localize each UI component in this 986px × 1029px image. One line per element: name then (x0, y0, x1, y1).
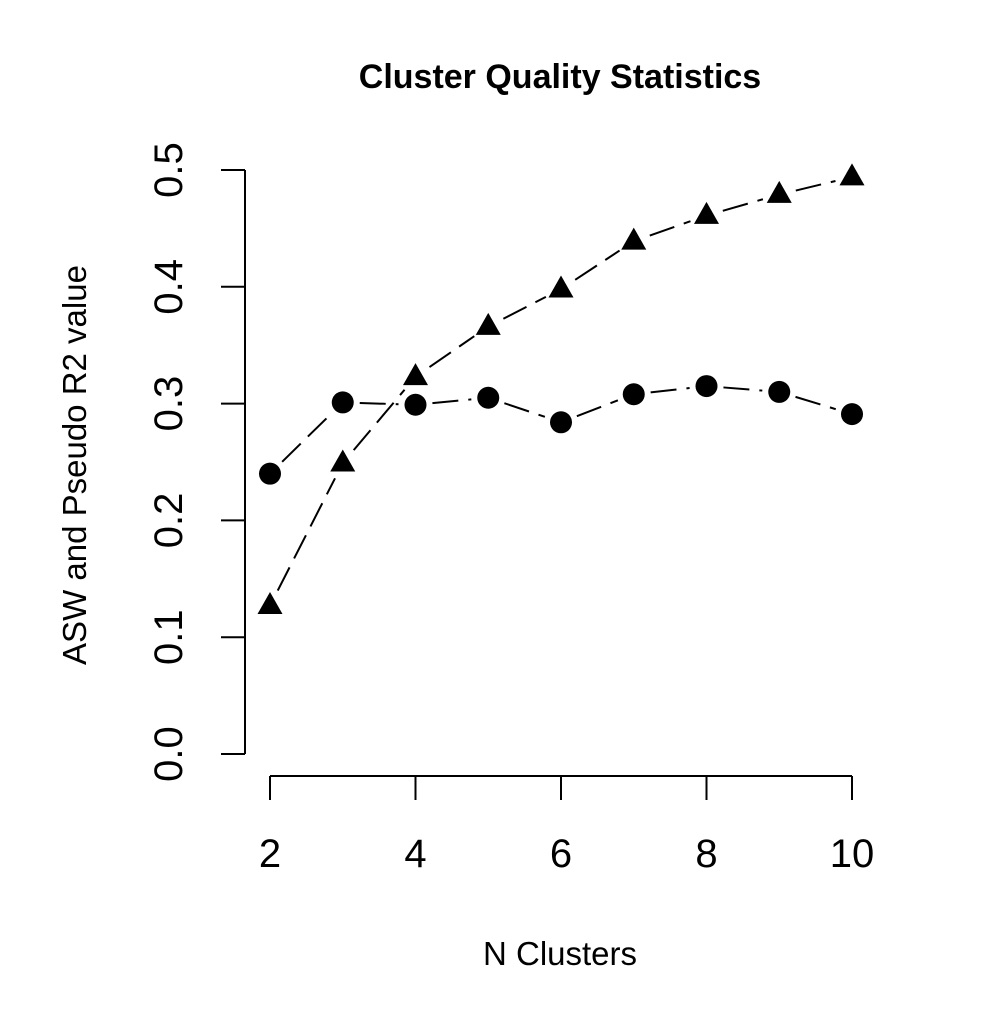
series-2-point (621, 227, 647, 250)
y-axis-title: ASW and Pseudo R2 value (56, 265, 93, 665)
series-markers (257, 163, 865, 615)
series-1-segment (359, 401, 399, 406)
series-1-segment (504, 402, 546, 418)
series-1-segment (432, 398, 472, 405)
x-tick-label: 4 (404, 832, 426, 876)
series-1-point (550, 411, 572, 434)
series-1-point (259, 462, 281, 485)
series-2-segment (722, 198, 764, 212)
x-tick-label: 6 (550, 832, 572, 876)
y-tick-label: 0.2 (147, 493, 191, 549)
y-tick-label: 0.5 (147, 142, 191, 198)
series-2-segment (428, 335, 475, 368)
series-1-point (404, 393, 427, 416)
series-1-point (695, 375, 718, 398)
series-2-segment (276, 477, 336, 591)
y-tick-label: 0.0 (147, 726, 191, 782)
x-tick-label: 2 (259, 832, 281, 876)
series-1-point (331, 391, 354, 414)
series-2-point (694, 201, 719, 224)
series-1-point (477, 386, 500, 409)
series-2-point (475, 312, 501, 335)
series-1-segment (650, 386, 690, 394)
series-2-point (548, 275, 574, 298)
series-2-point (330, 449, 356, 472)
series-2-segment (352, 389, 406, 451)
axes: 0.0 0.1 0.2 0.3 0.4 0.5 2 4 6 8 10 (147, 142, 874, 876)
y-tick-label: 0.4 (147, 259, 191, 315)
x-tick-label: 10 (830, 832, 875, 876)
series-1-point (841, 403, 863, 426)
series-2-segment (574, 249, 621, 281)
series-2-point (403, 363, 428, 386)
series-1-segment (795, 395, 837, 411)
series-2-point (257, 592, 283, 615)
series-2-segment (795, 180, 836, 192)
series-2-segment (502, 296, 547, 320)
series-2-segment (649, 220, 691, 237)
series-lines (276, 180, 837, 591)
series-1-segment (723, 386, 763, 392)
series-1-segment (576, 399, 619, 418)
x-axis-title: N Clusters (483, 935, 637, 972)
series-1-segment (281, 413, 332, 463)
series-1-point (622, 383, 645, 406)
y-tick-label: 0.3 (147, 376, 191, 432)
series-2-point (766, 180, 792, 203)
x-tick-label: 8 (695, 832, 717, 876)
series-1-point (768, 380, 791, 403)
series-2-point (839, 163, 865, 186)
y-tick-label: 0.1 (147, 609, 191, 665)
chart-title: Cluster Quality Statistics (359, 58, 761, 96)
